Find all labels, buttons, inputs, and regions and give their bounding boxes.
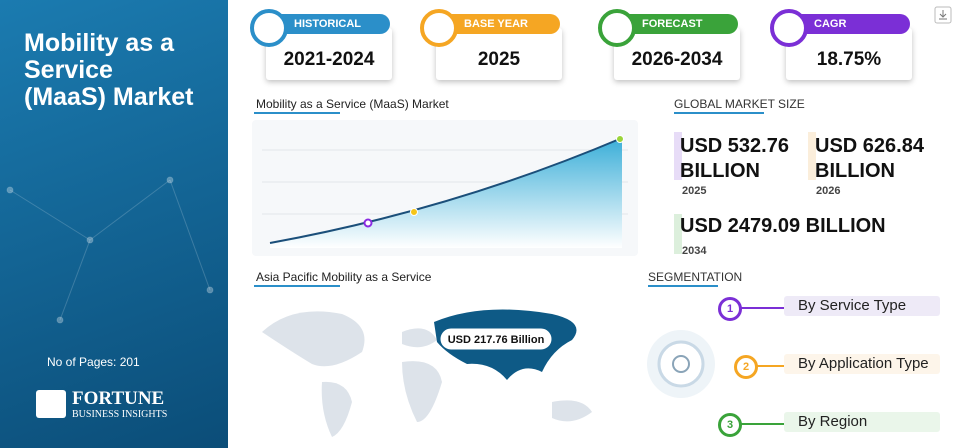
underline	[648, 285, 718, 287]
region-label: USD 217.76 Billion	[448, 334, 545, 346]
market-year: 2025	[682, 185, 707, 197]
accent	[674, 214, 682, 254]
underline	[254, 112, 340, 114]
segmentation-title: SEGMENTATION	[648, 270, 743, 284]
market-year: 2026	[816, 185, 841, 197]
segment-connector	[738, 423, 784, 425]
segment-label: By Application Type	[784, 354, 940, 374]
chart-title: Mobility as a Service (MaaS) Market	[256, 97, 449, 111]
accent	[674, 132, 682, 180]
segment-label: By Service Type	[784, 296, 940, 316]
segment-icon	[647, 330, 715, 398]
market-size-title: GLOBAL MARKET SIZE	[674, 97, 805, 111]
sidebar: Mobility as a Service (MaaS) Market No o…	[0, 0, 228, 448]
market-value: USD 532.76 BILLION	[680, 135, 789, 182]
underline	[674, 112, 764, 114]
segment-number: 2	[734, 355, 758, 379]
market-value: USD 2479.09 BILLION	[680, 215, 886, 237]
sidebar-title: Mobility as a Service (MaaS) Market	[24, 29, 194, 111]
page-count: No of Pages: 201	[47, 355, 140, 369]
trend-illustration	[252, 120, 638, 256]
card-label: BASE YEAR	[424, 14, 560, 34]
card-icon	[598, 9, 636, 47]
card-value: 2025	[436, 28, 562, 80]
card-value: 2021-2024	[266, 28, 392, 80]
card-value: 18.75%	[786, 28, 912, 80]
segment-connector	[738, 307, 784, 309]
accent	[808, 132, 816, 180]
segment-number: 3	[718, 413, 742, 437]
card-label: CAGR	[774, 14, 910, 34]
segment-label: By Region	[784, 412, 940, 432]
card-icon	[770, 9, 808, 47]
segment-number: 1	[718, 297, 742, 321]
card-icon	[420, 9, 458, 47]
brand-name: FORTUNE	[72, 388, 165, 409]
card-label: FORECAST PERIOD	[602, 14, 738, 50]
brand-logo	[36, 390, 66, 418]
region-title: Asia Pacific Mobility as a Service	[256, 270, 432, 284]
card-value: 2026-2034	[614, 28, 740, 80]
network-decoration	[6, 176, 214, 324]
card-label: HISTORICAL PERIOD	[254, 14, 390, 50]
world-map: USD 217.76 Billion	[262, 309, 592, 437]
region-label-box	[439, 327, 553, 351]
underline	[254, 285, 340, 287]
card-icon	[250, 9, 288, 47]
market-year: 2034	[682, 245, 707, 257]
download-icon[interactable]	[934, 6, 952, 24]
market-value: USD 626.84 BILLION	[815, 135, 924, 182]
brand-sub: BUSINESS INSIGHTS	[72, 409, 168, 420]
segment-connector	[754, 365, 784, 367]
